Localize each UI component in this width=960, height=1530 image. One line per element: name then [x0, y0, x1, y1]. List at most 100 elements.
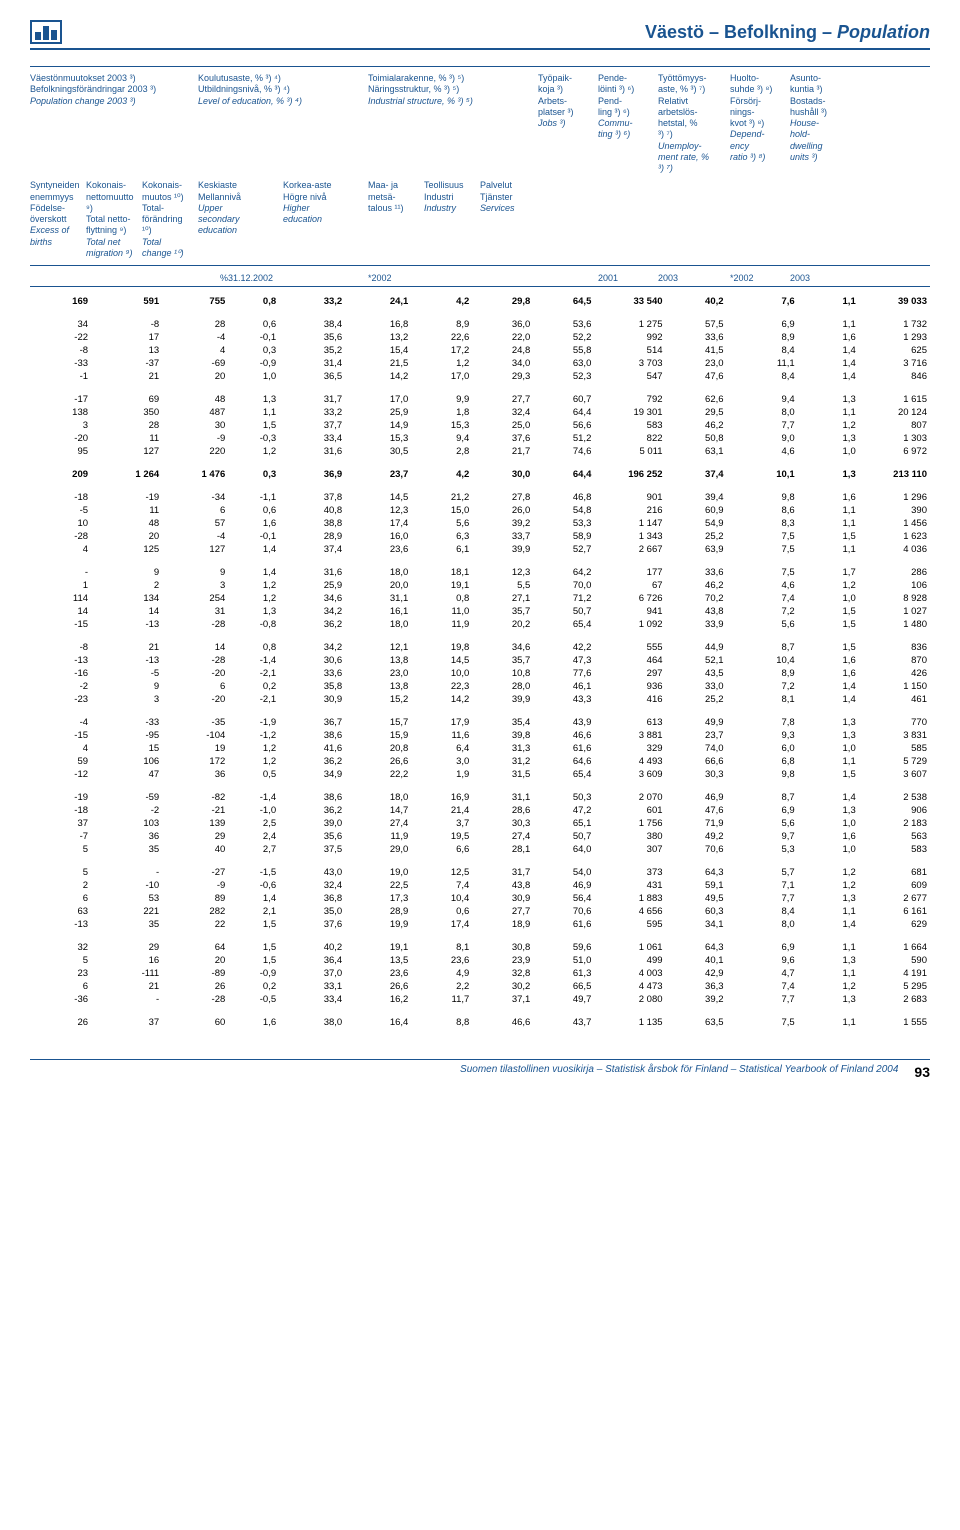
table-cell: 36,3 [666, 980, 727, 993]
table-cell: - [91, 993, 162, 1006]
table-cell: 106 [91, 755, 162, 768]
table-row: 621260,233,126,62,230,266,54 47336,37,41… [30, 980, 930, 993]
header-group: Väestönmuutokset 2003 ³)Befolkningsförän… [30, 73, 198, 174]
table-cell: 4,9 [411, 967, 472, 980]
table-cell: 1,1 [798, 406, 859, 419]
table-row: -991,431,618,018,112,364,217733,67,51,72… [30, 566, 930, 579]
table-cell: 221 [91, 905, 162, 918]
table-cell: 7,7 [727, 419, 798, 432]
table-cell: 1,3 [798, 892, 859, 905]
table-cell: 27,4 [345, 817, 411, 830]
table-cell: -82 [162, 791, 228, 804]
table-cell: 31,3 [472, 742, 533, 755]
table-cell: -19 [91, 491, 162, 504]
table-cell: 28 [91, 419, 162, 432]
table-cell: 71,9 [666, 817, 727, 830]
table-row: 1695917550,833,224,14,229,864,533 54040,… [30, 295, 930, 308]
table-cell: -20 [162, 667, 228, 680]
table-cell: 8,7 [727, 791, 798, 804]
table-cell: 3 881 [594, 729, 665, 742]
table-cell: 21,5 [345, 357, 411, 370]
table-cell: 33,4 [279, 432, 345, 445]
table-cell: 29,0 [345, 843, 411, 856]
table-cell: 0,8 [228, 641, 279, 654]
table-cell: 1,1 [798, 941, 859, 954]
table-row: -2820-4-0,128,916,06,333,758,91 34325,27… [30, 530, 930, 543]
table-cell: 37,4 [279, 543, 345, 556]
table-cell: 4 [30, 543, 91, 556]
table-cell: 6 972 [859, 445, 930, 458]
header-subgroup: Korkea-asteHögre nivåHighereducation [283, 180, 368, 259]
table-cell: 54,0 [533, 866, 594, 879]
table-cell: 10 [30, 517, 91, 530]
table-cell: 25,9 [279, 579, 345, 592]
table-cell: 329 [594, 742, 665, 755]
table-cell: 60,7 [533, 393, 594, 406]
table-cell: 19 [162, 742, 228, 755]
table-cell: 3 [91, 693, 162, 706]
table-cell: 1,3 [228, 605, 279, 618]
table-cell: 807 [859, 419, 930, 432]
table-cell: 0,2 [228, 980, 279, 993]
table-cell: 34,6 [472, 641, 533, 654]
table-row: 2091 2641 4760,336,923,74,230,064,4196 2… [30, 468, 930, 481]
subheader-cell [30, 273, 198, 283]
table-cell: 936 [594, 680, 665, 693]
table-cell: 9,3 [727, 729, 798, 742]
table-cell: 4 003 [594, 967, 665, 980]
title-part-1: Väestö – Befolkning – [645, 22, 837, 42]
table-cell: 10,0 [411, 667, 472, 680]
table-cell: 1,1 [798, 755, 859, 768]
table-cell: 10,4 [411, 892, 472, 905]
table-cell: 1,0 [798, 742, 859, 755]
table-cell: 487 [162, 406, 228, 419]
table-cell: 583 [859, 843, 930, 856]
subheader-cell: *2002 [368, 273, 428, 283]
table-cell: 6 161 [859, 905, 930, 918]
table-cell: 681 [859, 866, 930, 879]
subheader-cell: *2002 [730, 273, 790, 283]
header-subgroup: KeskiasteMellannivåUppersecondaryeducati… [198, 180, 283, 259]
table-cell: 822 [594, 432, 665, 445]
table-cell: 34,9 [279, 768, 345, 781]
table-cell: 390 [859, 504, 930, 517]
table-cell: 282 [162, 905, 228, 918]
table-cell: 39,8 [472, 729, 533, 742]
table-cell: 5 [30, 954, 91, 967]
table-cell: 1,0 [228, 370, 279, 383]
table-cell: 32,4 [472, 406, 533, 419]
table-cell: 0,3 [228, 468, 279, 481]
header-subgroup: PalvelutTjänsterServices [480, 180, 536, 259]
table-cell: 15,4 [345, 344, 411, 357]
table-row: 328301,537,714,915,325,056,658346,27,71,… [30, 419, 930, 432]
table-row: -1769481,331,717,09,927,760,779262,69,41… [30, 393, 930, 406]
header-group: Työpaik-koja ³)Arbets-platser ³)Jobs ³) [538, 73, 598, 174]
table-cell: 2 [91, 579, 162, 592]
table-cell: 50,3 [533, 791, 594, 804]
table-cell: 350 [91, 406, 162, 419]
table-cell: 14 [91, 605, 162, 618]
table-cell: 7,5 [727, 530, 798, 543]
table-cell: 29,3 [472, 370, 533, 383]
table-cell: -18 [30, 491, 91, 504]
table-row: 2637601,638,016,48,846,643,71 13563,57,5… [30, 1016, 930, 1029]
subheader-cell: 2001 [598, 273, 658, 283]
table-row: -33-37-69-0,931,421,51,234,063,03 70323,… [30, 357, 930, 370]
table-cell: 39 033 [859, 295, 930, 308]
table-cell: 1,1 [798, 318, 859, 331]
table-cell: 34,1 [666, 918, 727, 931]
table-cell: 49,9 [666, 716, 727, 729]
table-cell: 17,9 [411, 716, 472, 729]
table-cell: 36 [91, 830, 162, 843]
table-cell: 2 538 [859, 791, 930, 804]
table-cell: 18,9 [472, 918, 533, 931]
table-cell: 1,1 [798, 543, 859, 556]
table-row: 632212822,135,028,90,627,770,64 65660,38… [30, 905, 930, 918]
table-cell: 499 [594, 954, 665, 967]
table-cell: 1,0 [798, 817, 859, 830]
table-cell: 38,0 [279, 1016, 345, 1029]
table-cell: 35,7 [472, 654, 533, 667]
table-cell: 18,1 [411, 566, 472, 579]
table-cell: 9,8 [727, 768, 798, 781]
table-cell: 6 [30, 892, 91, 905]
